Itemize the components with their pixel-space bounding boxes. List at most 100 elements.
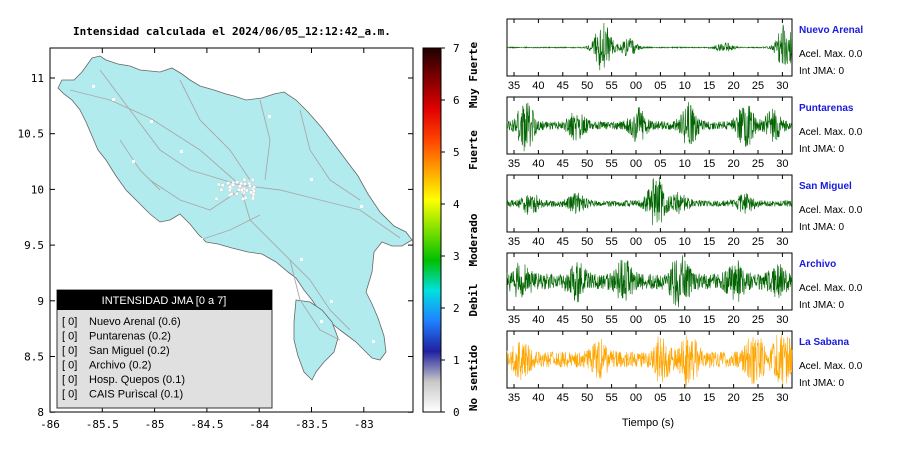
map-y-tick-label: 9: [37, 295, 44, 308]
trace-x-tick-label: 50: [581, 314, 593, 326]
legend-item-level: [ 0]: [62, 374, 77, 386]
town-marker: [240, 188, 244, 192]
town-marker: [251, 178, 255, 182]
trace-x-tick-label: 30: [776, 236, 788, 248]
waveform-line: [506, 22, 793, 71]
town-marker: [229, 192, 234, 196]
waveform-line: [506, 177, 793, 226]
waveform-line: [506, 101, 793, 152]
map-x-tick-label: -84: [249, 418, 269, 431]
map-y-tick-label: 10: [31, 183, 44, 196]
trace-x-tick-label: 45: [557, 392, 569, 404]
colorbar-tick-label: 5: [453, 146, 460, 159]
trace-x-tick-label: 00: [630, 80, 642, 92]
legend-item-label: Hosp. Quepos (0.1): [89, 374, 185, 386]
town-marker: [249, 190, 253, 195]
town-marker: [252, 185, 256, 189]
trace-panel: 35 40 45 50 55 00 05 10 15 20 25 30 San Miguel Acel. …: [506, 174, 863, 248]
trace-x-tick-label: 15: [703, 80, 715, 92]
road-network: [69, 69, 401, 341]
town-marker: [226, 181, 230, 185]
road-line: [119, 139, 161, 191]
town-marker: [92, 85, 95, 88]
town-marker: [242, 178, 247, 182]
figure-title: Intensidad calculada el 2024/06/05_12:12…: [73, 25, 391, 38]
trace-x-tick-label: 10: [679, 236, 691, 248]
trace-x-tick-label: 45: [557, 314, 569, 326]
town-marker: [228, 188, 232, 192]
trace-panel: 35 40 45 50 55 00 05 10 15 20 25 30 Archivo Acel. Max…: [506, 252, 863, 326]
town-marker: [228, 185, 232, 189]
town-marker: [372, 340, 375, 343]
trace-x-tick-label: 25: [752, 80, 764, 92]
map-x-tick-label: -85.5: [86, 418, 119, 431]
map-y-tick-label: 8.5: [24, 351, 44, 364]
trace-x-tick-label: 20: [727, 392, 739, 404]
trace-x-tick-label: 45: [557, 80, 569, 92]
town-marker: [235, 180, 239, 184]
trace-x-tick-label: 40: [532, 392, 544, 404]
map-y-tick-label: 8: [37, 406, 44, 419]
town-marker: [310, 178, 313, 181]
trace-x-tick-label: 05: [654, 392, 666, 404]
legend-item-level: [ 0]: [62, 360, 77, 372]
legend-items: [ 0] Nuevo Arenal (0.6) [ 0] Puntarenas (0.…: [62, 316, 185, 401]
road-line: [69, 89, 241, 186]
legend-title: INTENSIDAD JMA [0 a 7]: [102, 295, 227, 307]
legend-item-label: Puntarenas (0.2): [89, 331, 171, 343]
trace-x-tick-label: 05: [654, 236, 666, 248]
map-y-tick-label: 11: [31, 72, 44, 85]
station-accel: Acel. Max. 0.0: [799, 205, 863, 216]
map-y-tick-label: 10.5: [18, 128, 45, 141]
trace-panel: 35 40 45 50 55 00 05 10 15 20 25 30 Puntarenas Acel. …: [506, 96, 863, 170]
trace-x-tick-label: 45: [557, 236, 569, 248]
road-line: [239, 184, 351, 331]
trace-x-tick-label: 30: [776, 392, 788, 404]
map-x-tick-label: -86: [40, 418, 60, 431]
trace-x-tick-label: 25: [752, 236, 764, 248]
trace-x-tick-label: 35: [508, 314, 520, 326]
trace-x-tick-label: 10: [679, 80, 691, 92]
station-jma: Int JMA: 0: [799, 222, 844, 233]
colorbar-ticks: 7 6 5 4 3 2 1 0: [441, 42, 460, 419]
station-accel: Acel. Max. 0.0: [799, 49, 863, 60]
legend-item-level: [ 0]: [62, 316, 77, 328]
trace-x-tick-label: 15: [703, 158, 715, 170]
trace-x-tick-label: 40: [532, 314, 544, 326]
trace-x-tick-label: 10: [679, 314, 691, 326]
trace-x-tick-label: 10: [679, 392, 691, 404]
town-marker: [112, 98, 115, 101]
trace-x-tick-label: 10: [679, 158, 691, 170]
waveform-line: [506, 255, 793, 308]
trace-x-tick-label: 15: [703, 392, 715, 404]
waveform-line: [506, 334, 793, 386]
map-x-axis: -86 -85.5 -85 -84.5 -84 -83.5 -83: [40, 48, 374, 431]
legend-item-level: [ 0]: [62, 389, 77, 401]
station-jma: Int JMA: 0: [799, 300, 844, 311]
intensity-legend: INTENSIDAD JMA [0 a 7] [ 0] Nuevo Arenal …: [56, 289, 273, 409]
trace-panel: 35 40 45 50 55 00 05 10 15 20 25 30 Nuevo Arenal Acel…: [506, 18, 863, 92]
trace-x-tick-label: 25: [752, 314, 764, 326]
trace-x-tick-label: 55: [605, 80, 617, 92]
station-accel: Acel. Max. 0.0: [799, 361, 863, 372]
trace-x-tick-label: 15: [703, 236, 715, 248]
colorbar-gradient: [422, 47, 442, 413]
waveform-panels: 35 40 45 50 55 00 05 10 15 20 25 30 Nuevo Arenal Acel…: [506, 18, 863, 404]
town-marker: [220, 183, 225, 187]
map-x-tick-label: -84.5: [190, 418, 223, 431]
town-marker: [243, 182, 247, 186]
town-marker: [251, 196, 255, 201]
road-line: [239, 184, 401, 239]
legend-item-label: Nuevo Arenal (0.6): [89, 316, 181, 328]
trace-x-tick-label: 00: [630, 392, 642, 404]
town-marker: [245, 188, 249, 193]
trace-x-tick-label: 35: [508, 80, 520, 92]
station-name: Archivo: [799, 259, 836, 270]
town-marker: [268, 115, 271, 118]
road-line: [149, 179, 241, 211]
town-marker: [219, 188, 224, 192]
trace-x-tick-label: 05: [654, 158, 666, 170]
trace-x-tick-label: 50: [581, 236, 593, 248]
colorbar-category-label: Fuerte: [467, 130, 480, 170]
